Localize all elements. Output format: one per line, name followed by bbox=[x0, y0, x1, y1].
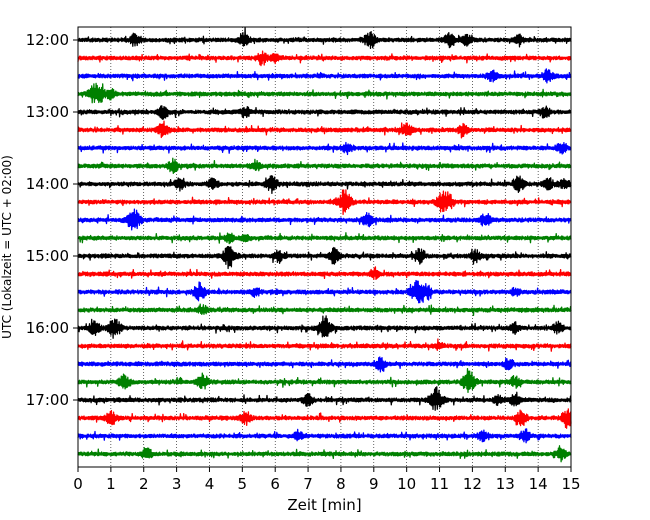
y-tick-label: 16:00 bbox=[26, 319, 69, 337]
x-tick-label: 3 bbox=[172, 475, 182, 493]
x-tick-label: 0 bbox=[73, 475, 83, 493]
plot-area-frame bbox=[77, 26, 572, 468]
x-tick-label: 14 bbox=[529, 475, 548, 493]
x-tick-label: 11 bbox=[430, 475, 449, 493]
trace-line bbox=[77, 105, 572, 120]
x-tick-label: 4 bbox=[205, 475, 215, 493]
trace-line bbox=[77, 68, 572, 84]
x-axis-ticks: 0 1 2 3 4 5 6 7 8 9 10 11 12 13 14 15 bbox=[73, 467, 581, 493]
trace-line bbox=[77, 157, 572, 175]
trace-line bbox=[77, 408, 572, 429]
x-tick-label: 12 bbox=[463, 475, 482, 493]
y-axis-label: UTC (Lokalzeit = UTC + 02:00) bbox=[0, 155, 14, 339]
y-tick-label: 15:00 bbox=[26, 247, 69, 265]
trace-line bbox=[77, 82, 572, 104]
seismic-traces bbox=[77, 27, 572, 463]
x-tick-label: 2 bbox=[139, 475, 149, 493]
x-tick-label: 10 bbox=[397, 475, 416, 493]
x-tick-label: 9 bbox=[369, 475, 379, 493]
y-axis-ticks: 12:00 13:00 14:00 15:00 16:00 17:00 bbox=[26, 31, 78, 409]
trace-line bbox=[77, 27, 572, 50]
y-tick-label: 12:00 bbox=[26, 31, 69, 49]
trace-line bbox=[77, 120, 572, 139]
trace-line bbox=[77, 279, 572, 304]
trace-line bbox=[77, 50, 572, 67]
trace-line bbox=[77, 445, 572, 463]
x-tick-label: 5 bbox=[238, 475, 248, 493]
y-tick-label: 14:00 bbox=[26, 175, 69, 193]
trace-line bbox=[77, 232, 572, 245]
trace-line bbox=[77, 189, 572, 215]
x-tick-label: 13 bbox=[496, 475, 515, 493]
trace-line bbox=[77, 338, 572, 352]
trace-line bbox=[77, 208, 572, 231]
trace-line bbox=[77, 315, 572, 339]
trace-line bbox=[77, 303, 572, 317]
trace-line bbox=[77, 141, 572, 156]
x-axis-label: Zeit [min] bbox=[287, 496, 361, 514]
y-tick-label: 17:00 bbox=[26, 391, 69, 409]
x-tick-label: 6 bbox=[270, 475, 280, 493]
trace-line bbox=[77, 266, 572, 281]
y-tick-label: 13:00 bbox=[26, 103, 69, 121]
trace-line bbox=[77, 245, 572, 270]
trace-line bbox=[77, 386, 572, 411]
trace-line bbox=[77, 356, 572, 373]
trace-line bbox=[77, 367, 572, 394]
x-tick-label: 15 bbox=[561, 475, 580, 493]
x-tick-label: 7 bbox=[303, 475, 313, 493]
trace-line bbox=[77, 428, 572, 444]
x-tick-label: 8 bbox=[336, 475, 346, 493]
trace-line bbox=[77, 175, 572, 194]
x-tick-label: 1 bbox=[106, 475, 116, 493]
